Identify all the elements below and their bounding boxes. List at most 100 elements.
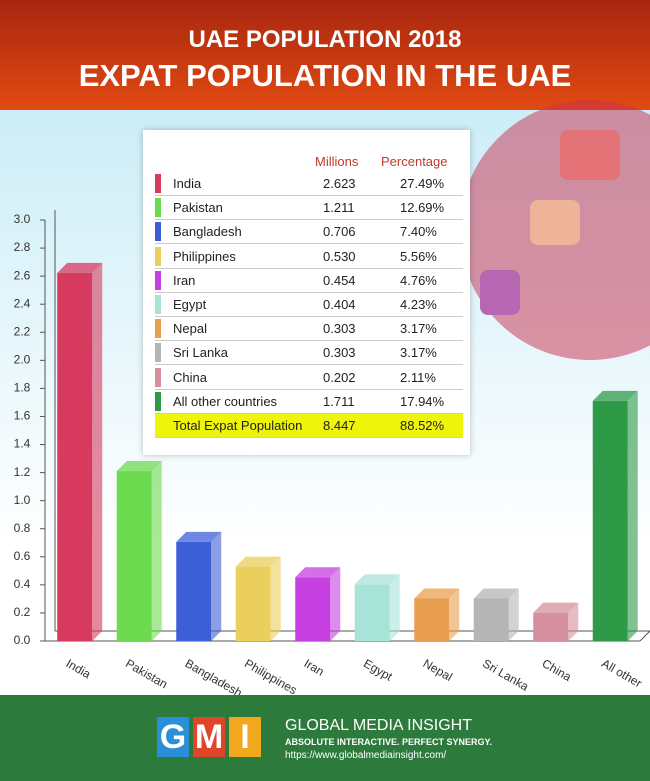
y-tick-label: 0.4 — [14, 577, 31, 591]
cell: Sri Lanka — [173, 345, 228, 361]
color-swatch — [155, 295, 161, 314]
y-tick-label: 1.0 — [14, 493, 31, 507]
bar — [592, 400, 628, 641]
bar-side — [627, 390, 638, 641]
cell: 0.706 — [323, 224, 356, 240]
cell: Philippines — [173, 248, 236, 264]
color-swatch — [155, 174, 161, 193]
title: UAE POPULATION 2018 — [188, 26, 462, 53]
cell: 0.404 — [323, 297, 356, 312]
cell: 17.94% — [400, 393, 445, 409]
y-tick-label: 0.6 — [14, 549, 31, 563]
cell: Iran — [173, 272, 196, 288]
bar — [414, 598, 450, 641]
bar — [176, 541, 212, 641]
cell: 2.623 — [323, 176, 356, 191]
cell: Nepal — [173, 321, 207, 337]
x-tick-label: All other — [599, 656, 644, 690]
cell: 0.303 — [323, 321, 356, 337]
bar-top — [295, 567, 341, 578]
x-tick-label: China — [540, 656, 574, 684]
bar — [57, 272, 93, 641]
bar-side — [270, 556, 281, 641]
x-tick-label: Pakistan — [123, 656, 170, 691]
color-swatch — [155, 270, 161, 290]
y-tick-label: 2.4 — [14, 296, 31, 310]
x-tick-label: Nepal — [421, 656, 455, 684]
subtitle: EXPAT POPULATION IN THE UAE — [78, 58, 572, 93]
bar-top — [176, 531, 222, 542]
bar — [235, 566, 271, 641]
color-swatch — [155, 391, 161, 411]
table-row: All other countries 1.711 17.94% — [155, 390, 463, 414]
cell: India — [173, 176, 202, 191]
y-tick-label: 1.2 — [14, 465, 31, 479]
x-tick-label: Philippines — [242, 656, 299, 695]
bar-top — [57, 262, 103, 273]
bar — [116, 471, 152, 641]
y-tick-label: 2.8 — [14, 240, 31, 254]
bar-side — [568, 602, 579, 641]
cell: 88.52% — [400, 418, 445, 433]
brand: GLOBAL MEDIA INSIGHT — [285, 717, 473, 734]
decoration — [460, 100, 650, 360]
bar-side — [508, 588, 519, 641]
bar — [354, 584, 390, 641]
color-swatch — [155, 319, 161, 339]
color-swatch — [155, 222, 161, 242]
header: UAE POPULATION 2018 EXPAT POPULATION IN … — [0, 0, 650, 110]
x-tick-label: Sri Lanka — [480, 656, 531, 694]
table-row: Nepal 0.303 3.17% — [155, 317, 463, 342]
cell: 4.23% — [400, 297, 437, 312]
cell: 5.56% — [400, 248, 437, 264]
color-swatch — [155, 198, 161, 218]
cell: 12.69% — [400, 200, 445, 216]
cell: 0.303 — [323, 345, 356, 361]
bar-side — [211, 531, 222, 641]
bar-top — [235, 556, 281, 567]
cell: 8.447 — [323, 418, 356, 433]
cell: 4.76% — [400, 272, 437, 288]
x-tick-label: India — [64, 656, 94, 681]
bar — [295, 577, 331, 641]
bar — [473, 598, 509, 641]
y-tick-label: 0.8 — [14, 521, 31, 535]
bar-top — [533, 602, 579, 613]
table-row: Egypt 0.404 4.23% — [155, 293, 463, 317]
cell: 7.40% — [400, 224, 437, 240]
logo-letter: G — [157, 717, 189, 757]
cell: 3.17% — [400, 321, 437, 337]
cell: 0.454 — [323, 272, 356, 288]
bar-side — [330, 567, 341, 641]
bar-side — [151, 461, 162, 641]
bar-top — [414, 588, 460, 599]
cell: 0.530 — [323, 248, 356, 264]
table-row: Sri Lanka 0.303 3.17% — [155, 341, 463, 366]
bar-side — [389, 574, 400, 641]
y-tick-label: 0.0 — [14, 633, 31, 647]
cell: 27.49% — [400, 176, 445, 191]
cell: Egypt — [173, 297, 207, 312]
bar-top — [592, 390, 638, 401]
tagline: ABSOLUTE INTERACTIVE. PERFECT SYNERGY. — [285, 737, 493, 747]
table-row: Bangladesh 0.706 7.40% — [155, 220, 463, 245]
x-tick-label: Iran — [302, 656, 327, 678]
color-swatch — [155, 367, 161, 387]
y-tick-label: 0.2 — [14, 605, 31, 619]
table-row: Philippines 0.530 5.56% — [155, 245, 463, 269]
cell: 2.11% — [400, 369, 436, 385]
floor-edge — [639, 630, 650, 642]
y-tick-label: 2.0 — [14, 353, 31, 367]
y-tick-label: 1.6 — [14, 409, 31, 423]
y-tick-label: 3.0 — [14, 212, 31, 226]
cell: All other countries — [173, 393, 278, 409]
cell: Total Expat Population — [173, 418, 303, 433]
cell: 0.202 — [323, 369, 356, 385]
y-tick-label: 1.8 — [14, 381, 31, 395]
bar-side — [449, 588, 460, 641]
bar — [533, 612, 569, 641]
table-row: China 0.202 2.11% — [155, 366, 463, 390]
cell: 3.17% — [400, 345, 437, 361]
logo-letter: M — [193, 717, 225, 757]
